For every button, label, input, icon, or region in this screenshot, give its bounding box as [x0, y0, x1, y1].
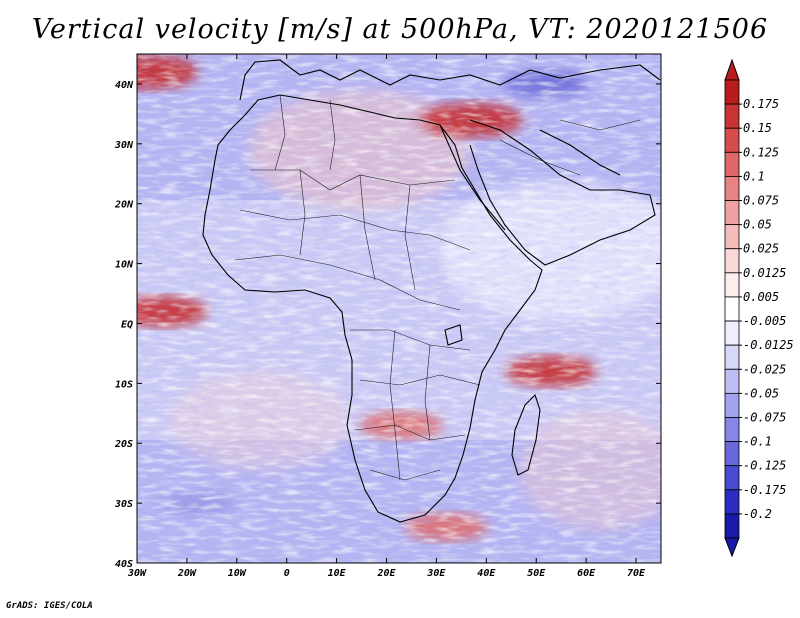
- colorbar-label: -0.2: [743, 507, 772, 521]
- colorbar-swatch: [724, 176, 740, 201]
- colorbar-swatch: [724, 248, 740, 274]
- colorbar-label: -0.075: [743, 410, 786, 424]
- colorbar-swatch: [724, 151, 740, 177]
- x-tick-label: 30W: [127, 568, 147, 579]
- x-tick-label: 30E: [426, 568, 446, 579]
- colorbar-label: 0.1: [743, 169, 765, 183]
- colorbar-label: 0.0125: [743, 266, 786, 280]
- lake-victoria: [444, 324, 463, 346]
- map-area: [137, 54, 661, 563]
- colorbar-label: -0.005: [743, 314, 786, 328]
- plot-frame: [136, 53, 662, 564]
- colorbar-label: 0.005: [743, 290, 779, 304]
- colorbar-label: 0.15: [743, 121, 772, 135]
- colorbar-label: -0.025: [743, 362, 786, 376]
- colorbar-swatch: [724, 489, 740, 515]
- colorbar-swatch: [724, 465, 740, 491]
- colorbar-swatch: [724, 79, 740, 105]
- colorbar-swatch: [724, 368, 740, 394]
- x-tick-label: 50E: [527, 568, 546, 579]
- y-axis: 40N 30N 20N 10N EQ 10S 20S 30S 40S: [114, 80, 661, 570]
- y-tick-label: 40N: [115, 80, 134, 91]
- y-tick-label: 10N: [115, 260, 134, 271]
- x-tick-label: 20E: [376, 568, 396, 579]
- y-tick-label: EQ: [121, 319, 133, 330]
- colorbar: 0.175 0.15 0.125 0.1 0.075 0.05 0.025 0.0125 0.0…: [724, 58, 794, 558]
- colorbar-swatch: [724, 441, 740, 467]
- colorbar-label: -0.125: [743, 459, 786, 473]
- colorbar-label: 0.075: [743, 194, 779, 208]
- x-tick-label: 40E: [477, 568, 496, 579]
- y-tick-label: 40S: [115, 559, 133, 570]
- y-tick-label: 20N: [114, 200, 134, 211]
- colorbar-swatch: [724, 392, 740, 418]
- y-tick-label: 30N: [114, 140, 134, 151]
- country-borders: [234, 94, 641, 481]
- arabia-coastline: [469, 119, 656, 266]
- colorbar-label: -0.0125: [743, 338, 794, 352]
- colorbar-label: -0.1: [743, 435, 772, 449]
- colorbar-swatch: [724, 344, 740, 370]
- y-tick-label: 20S: [114, 439, 133, 450]
- coastlines: [202, 59, 661, 523]
- africa-coastline: [202, 94, 543, 523]
- x-tick-label: 70E: [627, 568, 646, 579]
- colorbar-swatch: [724, 224, 740, 250]
- colorbar-swatch: [724, 272, 740, 298]
- x-tick-label: 60E: [577, 568, 596, 579]
- colorbar-swatch: [724, 127, 740, 153]
- x-tick-label: 0: [284, 568, 290, 579]
- colorbar-swatch: [724, 200, 740, 226]
- europe-coastline: [239, 59, 661, 101]
- persian-gulf-coast: [539, 129, 621, 176]
- colorbar-swatch: [724, 103, 740, 129]
- x-tick-label: 10W: [228, 568, 247, 579]
- colorbar-label: -0.05: [743, 386, 779, 400]
- chart-title: Vertical velocity [m/s] at 500hPa, VT: 2…: [31, 14, 769, 45]
- colorbar-arrow-top: [724, 58, 740, 81]
- colorbar-swatch: [724, 513, 740, 539]
- x-axis: 30W 20W 10W 0 10E 20E 30E 40E 50E 60E 70E: [127, 54, 646, 579]
- footer-credit: GrADS: IGES/COLA: [6, 601, 93, 611]
- red-sea-coast: [439, 124, 506, 231]
- colorbar-label: 0.025: [743, 242, 779, 256]
- madagascar-coastline: [511, 393, 541, 476]
- colorbar-label: 0.175: [743, 97, 779, 111]
- x-tick-label: 10E: [328, 568, 347, 579]
- colorbar-label: -0.175: [743, 483, 786, 497]
- colorbar-label: 0.05: [743, 218, 772, 232]
- x-tick-label: 20W: [177, 568, 197, 579]
- colorbar-swatch: [724, 417, 740, 442]
- y-tick-label: 30S: [114, 499, 133, 510]
- colorbar-swatch: [724, 296, 740, 322]
- colorbar-arrow-bottom: [724, 537, 740, 558]
- colorbar-swatch: [724, 320, 740, 346]
- y-tick-label: 10S: [115, 379, 133, 390]
- colorbar-label: 0.125: [743, 145, 779, 159]
